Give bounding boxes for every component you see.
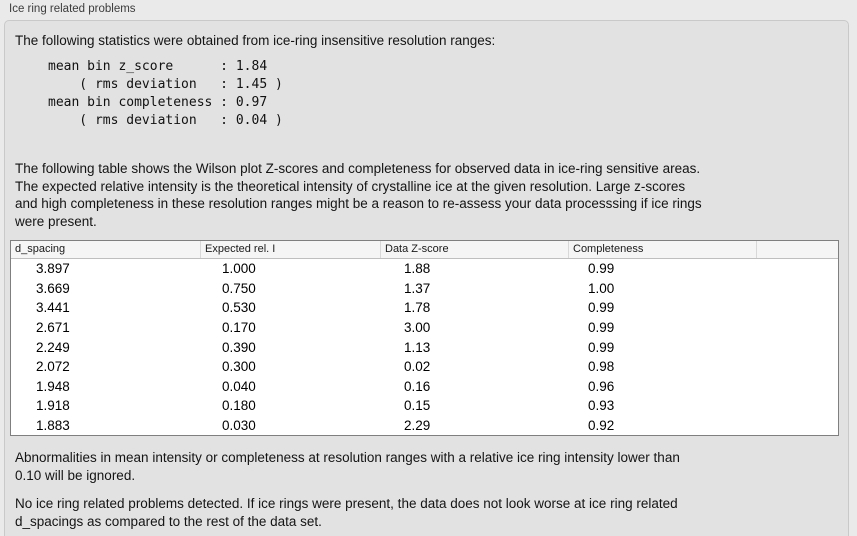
- cell-data-z-score: 1.37: [404, 280, 431, 296]
- cell-data-z-score: 0.02: [404, 359, 431, 375]
- cell-data-z-score: 3.00: [404, 320, 431, 336]
- table-row[interactable]: 1.948 0.040 0.16 0.96: [11, 377, 838, 397]
- table-header-data-z-score[interactable]: Data Z-score: [381, 241, 569, 258]
- cell-completeness: 0.93: [588, 398, 615, 414]
- cell-d-spacing: 1.948: [36, 378, 70, 394]
- table-row[interactable]: 3.441 0.530 1.78 0.99: [11, 298, 838, 318]
- cell-d-spacing: 3.669: [36, 280, 70, 296]
- table-row[interactable]: 2.249 0.390 1.13 0.99: [11, 337, 838, 357]
- cell-data-z-score: 2.29: [404, 418, 431, 434]
- cell-d-spacing: 1.883: [36, 418, 70, 434]
- cell-expected-rel-i: 0.300: [222, 359, 256, 375]
- cell-completeness: 0.99: [588, 320, 615, 336]
- ignore-note-text: Abnormalities in mean intensity or compl…: [15, 450, 680, 483]
- cell-completeness: 1.00: [588, 280, 615, 296]
- cell-d-spacing: 3.897: [36, 261, 70, 277]
- ice-ring-table: d_spacing Expected rel. I Data Z-score C…: [10, 240, 839, 437]
- table-header-empty: [757, 241, 838, 258]
- table-description-text: The following table shows the Wilson plo…: [15, 161, 702, 229]
- cell-expected-rel-i: 0.040: [222, 378, 256, 394]
- cell-completeness: 0.99: [588, 339, 615, 355]
- cell-data-z-score: 1.88: [404, 261, 431, 277]
- cell-completeness: 0.96: [588, 378, 615, 394]
- cell-data-z-score: 1.13: [404, 339, 431, 355]
- conclusion-text: No ice ring related problems detected. I…: [15, 496, 678, 529]
- cell-d-spacing: 3.441: [36, 300, 70, 316]
- table-header-expected-rel-i[interactable]: Expected rel. I: [201, 241, 381, 258]
- cell-expected-rel-i: 0.750: [222, 280, 256, 296]
- cell-completeness: 0.92: [588, 418, 615, 434]
- cell-expected-rel-i: 0.180: [222, 398, 256, 414]
- ice-ring-groupbox: The following statistics were obtained f…: [4, 20, 849, 536]
- cell-d-spacing: 2.671: [36, 320, 70, 336]
- cell-d-spacing: 2.249: [36, 339, 70, 355]
- stats-intro-text: The following statistics were obtained f…: [15, 33, 496, 48]
- cell-expected-rel-i: 0.170: [222, 320, 256, 336]
- table-row[interactable]: 2.072 0.300 0.02 0.98: [11, 357, 838, 377]
- cell-data-z-score: 1.78: [404, 300, 431, 316]
- cell-data-z-score: 0.16: [404, 378, 431, 394]
- cell-completeness: 0.99: [588, 300, 615, 316]
- table-header-row: d_spacing Expected rel. I Data Z-score C…: [11, 241, 838, 259]
- cell-d-spacing: 2.072: [36, 359, 70, 375]
- table-row[interactable]: 1.883 0.030 2.29 0.92: [11, 416, 838, 436]
- cell-expected-rel-i: 1.000: [222, 261, 256, 277]
- table-header-d-spacing[interactable]: d_spacing: [11, 241, 201, 258]
- cell-d-spacing: 1.918: [36, 398, 70, 414]
- cell-expected-rel-i: 0.530: [222, 300, 256, 316]
- stats-block: mean bin z_score : 1.84 ( rms deviation …: [48, 59, 283, 128]
- table-row[interactable]: 2.671 0.170 3.00 0.99: [11, 318, 838, 338]
- table-header-completeness[interactable]: Completeness: [569, 241, 757, 258]
- table-row[interactable]: 3.897 1.000 1.88 0.99: [11, 259, 838, 279]
- groupbox-title: Ice ring related problems: [9, 3, 136, 15]
- cell-completeness: 0.99: [588, 261, 615, 277]
- table-row[interactable]: 1.918 0.180 0.15 0.93: [11, 396, 838, 416]
- cell-expected-rel-i: 0.390: [222, 339, 256, 355]
- cell-expected-rel-i: 0.030: [222, 418, 256, 434]
- table-row[interactable]: 3.669 0.750 1.37 1.00: [11, 279, 838, 299]
- cell-data-z-score: 0.15: [404, 398, 431, 414]
- cell-completeness: 0.98: [588, 359, 615, 375]
